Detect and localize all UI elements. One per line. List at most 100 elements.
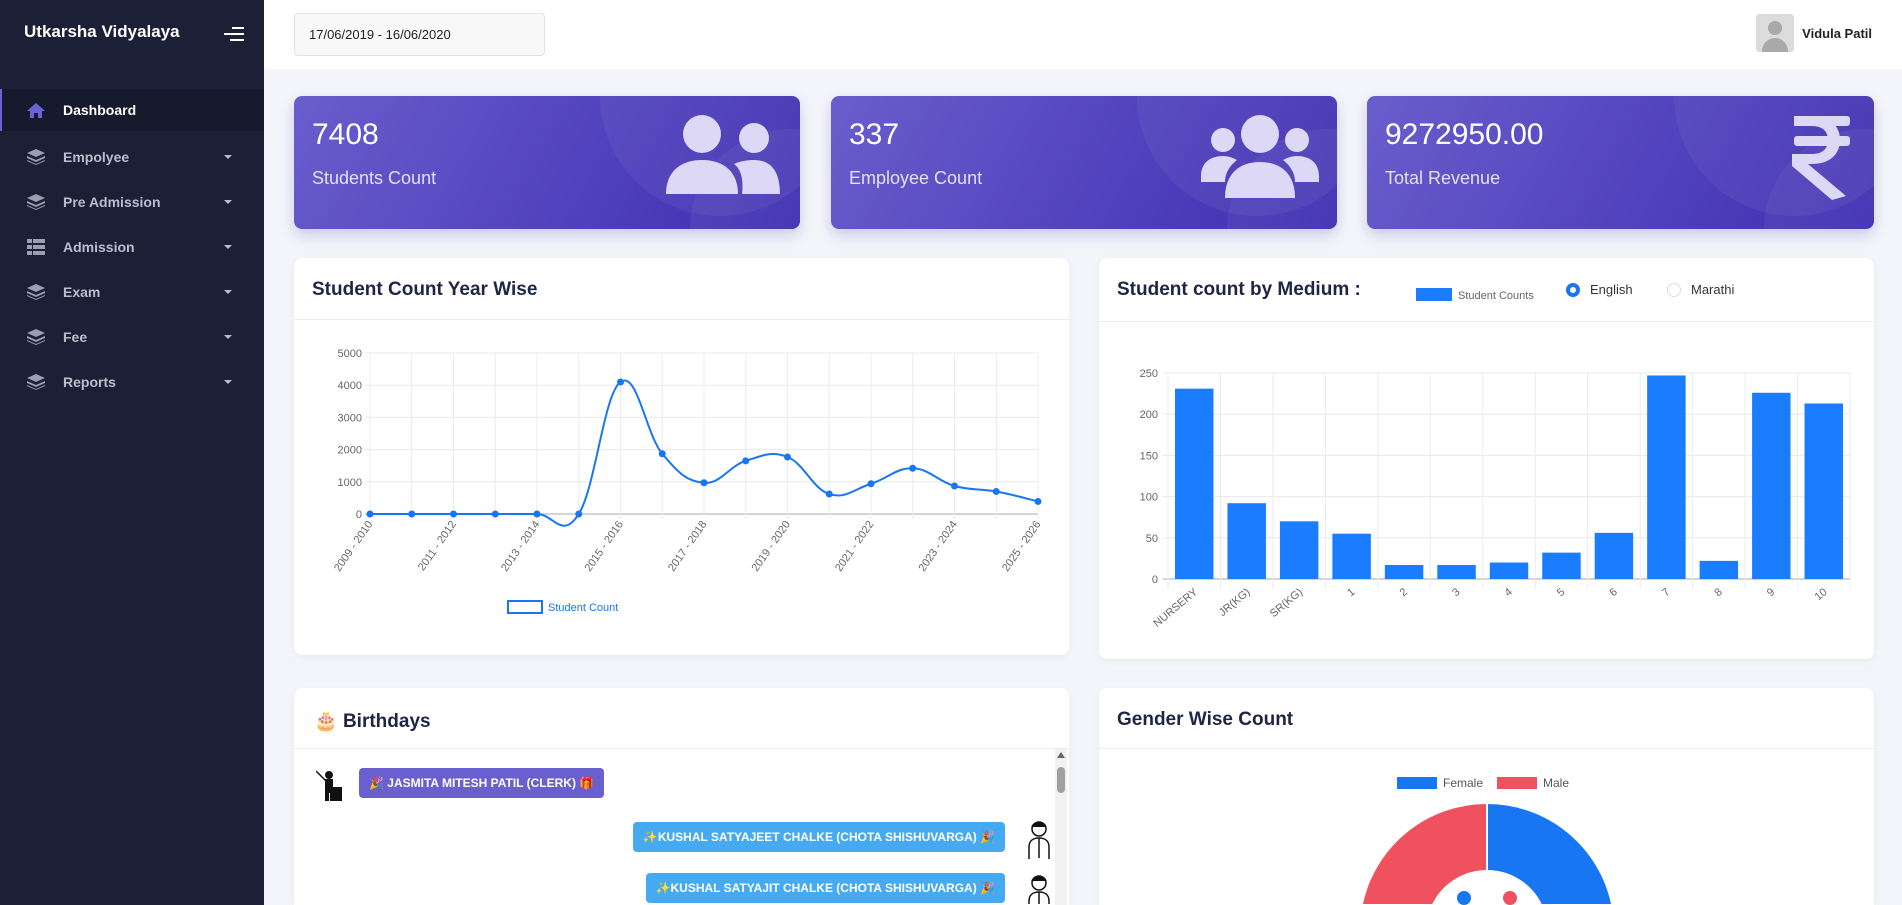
radio-english[interactable]: English xyxy=(1566,282,1633,297)
bar xyxy=(1227,503,1266,579)
stat-label: Employee Count xyxy=(849,168,983,188)
x-tick-label: 2009 - 2010 xyxy=(332,519,376,574)
layers-icon xyxy=(27,148,45,165)
x-tick-label: 7 xyxy=(1660,586,1672,599)
date-range-input[interactable]: 17/06/2019 - 16/06/2020 xyxy=(294,13,545,56)
bar xyxy=(1384,564,1424,579)
x-tick-label: 9 xyxy=(1765,586,1777,599)
x-tick-label: 2019 - 2020 xyxy=(749,519,793,574)
x-tick-label: 8 xyxy=(1712,586,1724,599)
sidebar-item-empolyee[interactable]: Empolyee xyxy=(0,134,264,179)
x-tick-label: 2011 - 2012 xyxy=(416,519,459,573)
cake-icon: 🎂 xyxy=(314,711,338,732)
sidebar: Utkarsha Vidyalaya Dashboard Empolyee Pre … xyxy=(0,0,264,905)
y-tick-label: 0 xyxy=(1152,574,1158,586)
radio-dot[interactable] xyxy=(1566,282,1580,297)
data-point xyxy=(450,510,457,518)
chevron-down-icon xyxy=(224,379,232,384)
bar xyxy=(1489,562,1529,579)
data-point xyxy=(1034,497,1042,505)
data-point xyxy=(742,457,750,465)
birthdays-title: Birthdays xyxy=(342,711,431,732)
bar xyxy=(1752,392,1791,579)
layers-icon xyxy=(27,283,45,300)
stat-value: 337 xyxy=(849,118,900,151)
y-tick-label: 100 xyxy=(1140,492,1158,504)
x-tick-label: SR(KG) xyxy=(1268,586,1305,620)
home-icon xyxy=(27,102,45,118)
birthday-item: 🎉 JASMITA MITESH PATIL (CLERK) 🎁 xyxy=(359,768,605,798)
avatar xyxy=(1756,14,1795,52)
x-tick-label: 2021 - 2022 xyxy=(833,519,877,574)
y-tick-label: 1000 xyxy=(338,477,362,489)
layers-icon xyxy=(27,328,45,345)
radio-label: Marathi xyxy=(1691,282,1735,297)
radio-label: English xyxy=(1590,282,1633,297)
data-point xyxy=(575,510,583,518)
y-tick-label: 4000 xyxy=(338,380,362,392)
user-name: Vidula Patil xyxy=(1802,25,1872,41)
legend-female[interactable]: Female xyxy=(1443,776,1484,790)
student-count-year-wise-card: Student Count Year Wise xyxy=(294,258,1069,655)
data-point xyxy=(909,464,917,472)
card-title: Gender Wise Count xyxy=(1117,709,1294,730)
sidebar-item-reports[interactable]: Reports xyxy=(0,359,264,404)
data-point xyxy=(951,482,958,490)
menu-toggle-icon[interactable] xyxy=(224,27,244,45)
bar xyxy=(1175,388,1214,579)
bar xyxy=(1647,375,1686,579)
sidebar-item-admission[interactable]: Admission xyxy=(0,224,264,269)
radio-dot[interactable] xyxy=(1667,282,1681,297)
birthdays-card: 🎂 Birthdays 🎉 JASMITA MITESH PATIL (CLER… xyxy=(294,688,1069,905)
sidebar-item-exam[interactable]: Exam xyxy=(0,269,264,314)
birthday-list: 🎉 JASMITA MITESH PATIL (CLERK) 🎁 ✨KUSHAL… xyxy=(294,749,1069,905)
x-tick-label: NURSERY xyxy=(1151,586,1200,630)
legend-label: Student Counts xyxy=(1458,290,1534,302)
bar xyxy=(1437,564,1476,579)
users-icon xyxy=(666,115,780,194)
x-tick-label: 1 xyxy=(1345,586,1357,599)
employee-count-card: 337 Employee Count xyxy=(831,96,1337,229)
legend-male[interactable]: Male xyxy=(1543,776,1570,790)
data-point xyxy=(366,510,374,518)
rupee-icon xyxy=(1792,116,1850,200)
line-chart: 0 1000 2000 3000 4000 5000 2009 - 2010 2011 - 2… xyxy=(332,348,1043,614)
sidebar-item-pre-admission[interactable]: Pre Admission xyxy=(0,179,264,224)
legend-swatch xyxy=(1416,288,1452,301)
sidebar-item-label: Pre Admission xyxy=(63,193,161,210)
user-menu[interactable]: Vidula Patil xyxy=(1756,14,1872,52)
sidebar-item-label: Dashboard xyxy=(63,102,137,118)
female-dot xyxy=(1457,891,1471,905)
chevron-down-icon xyxy=(224,334,232,339)
x-tick-label: 2 xyxy=(1398,586,1410,599)
x-tick-label: 4 xyxy=(1503,586,1515,599)
students-count-card: 7408 Students Count xyxy=(294,96,800,229)
scrollbar[interactable] xyxy=(1055,749,1067,905)
sidebar-item-dashboard[interactable]: Dashboard xyxy=(0,89,264,131)
bar xyxy=(1594,532,1634,579)
y-tick-label: 250 xyxy=(1140,368,1158,380)
x-tick-label: 2015 - 2016 xyxy=(582,519,626,574)
gender-wise-count-card: Gender Wise Count Female Male xyxy=(1099,688,1874,905)
y-tick-label: 200 xyxy=(1140,409,1158,421)
sidebar-item-label: Empolyee xyxy=(63,148,130,165)
birthday-item: ✨KUSHAL SATYAJIT CHALKE (CHOTA SHISHUVAR… xyxy=(645,873,1005,903)
list-icon xyxy=(27,238,45,255)
sidebar-item-fee[interactable]: Fee xyxy=(0,314,264,359)
female-slice[interactable] xyxy=(1486,801,1614,905)
total-revenue-card: 9272950.00 Total Revenue xyxy=(1367,96,1874,229)
male-slice[interactable] xyxy=(1360,801,1488,905)
card-title: Student Count Year Wise xyxy=(312,279,538,300)
legend-label: Student Count xyxy=(548,602,618,614)
data-point xyxy=(825,490,833,498)
radio-marathi[interactable]: Marathi xyxy=(1667,282,1734,297)
users-group-icon xyxy=(1201,115,1319,198)
chevron-down-icon xyxy=(224,199,232,204)
data-point xyxy=(533,510,541,518)
pie-legend: Female Male xyxy=(1397,776,1569,790)
bar xyxy=(1279,521,1319,579)
sidebar-item-label: Admission xyxy=(63,238,135,255)
birthday-item: ✨KUSHAL SATYAJEET CHALKE (CHOTA SHISHUVA… xyxy=(632,822,1005,852)
chevron-down-icon xyxy=(224,154,232,159)
data-point xyxy=(992,487,1000,495)
